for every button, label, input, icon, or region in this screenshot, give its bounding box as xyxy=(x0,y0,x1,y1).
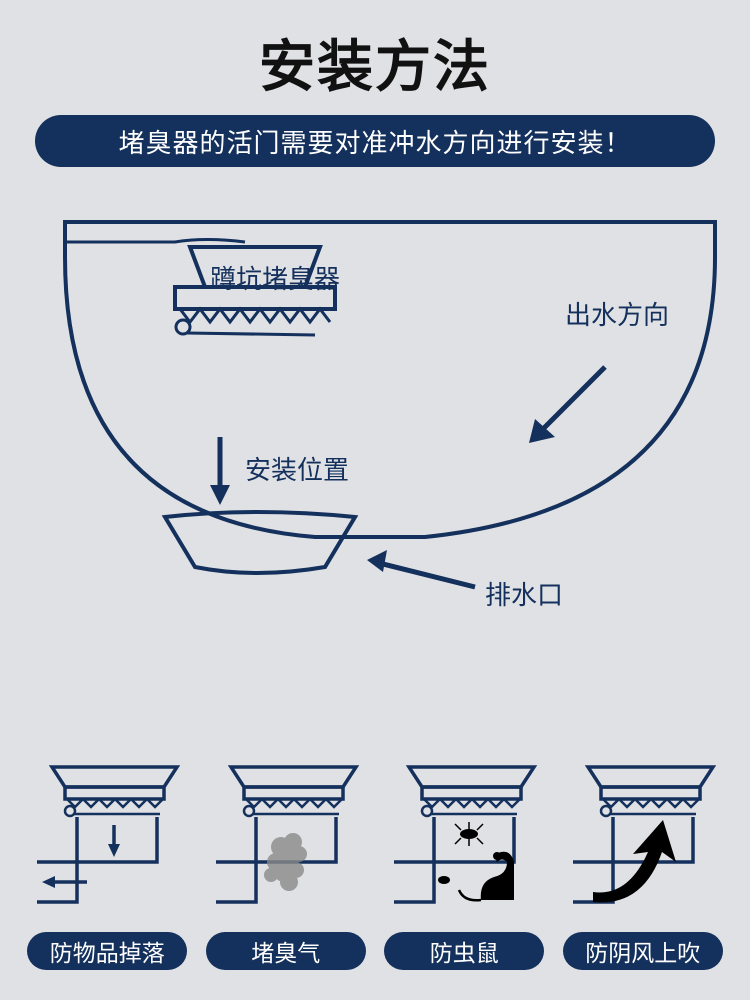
feature-label: 防虫鼠 xyxy=(384,932,544,970)
drop-prevention-icon xyxy=(32,762,182,922)
features-row: 防物品掉落 堵臭气 xyxy=(0,762,750,970)
water-direction-label: 出水方向 xyxy=(565,295,669,332)
feature-label: 堵臭气 xyxy=(206,932,366,970)
pest-prevention-icon xyxy=(389,762,539,922)
odor-block-icon xyxy=(211,762,361,922)
feature-pest-prevention: 防虫鼠 xyxy=(382,762,547,970)
device-label: 蹲坑堵臭器 xyxy=(210,259,340,296)
installation-diagram: 蹲坑堵臭器 出水方向 安装位置 排水口 xyxy=(25,187,725,667)
drain-label: 排水口 xyxy=(485,575,563,612)
feature-wind-prevention: 防阴风上吹 xyxy=(560,762,725,970)
feature-label: 防阴风上吹 xyxy=(563,932,723,970)
wind-prevention-icon xyxy=(568,762,718,922)
subtitle-bar: 堵臭器的活门需要对准冲水方向进行安装！ xyxy=(35,115,715,167)
install-position-label: 安装位置 xyxy=(245,450,349,487)
page-title: 安装方法 xyxy=(0,0,750,103)
feature-odor-block: 堵臭气 xyxy=(203,762,368,970)
feature-label: 防物品掉落 xyxy=(27,932,187,970)
feature-drop-prevention: 防物品掉落 xyxy=(25,762,190,970)
diagram-svg xyxy=(25,187,725,667)
